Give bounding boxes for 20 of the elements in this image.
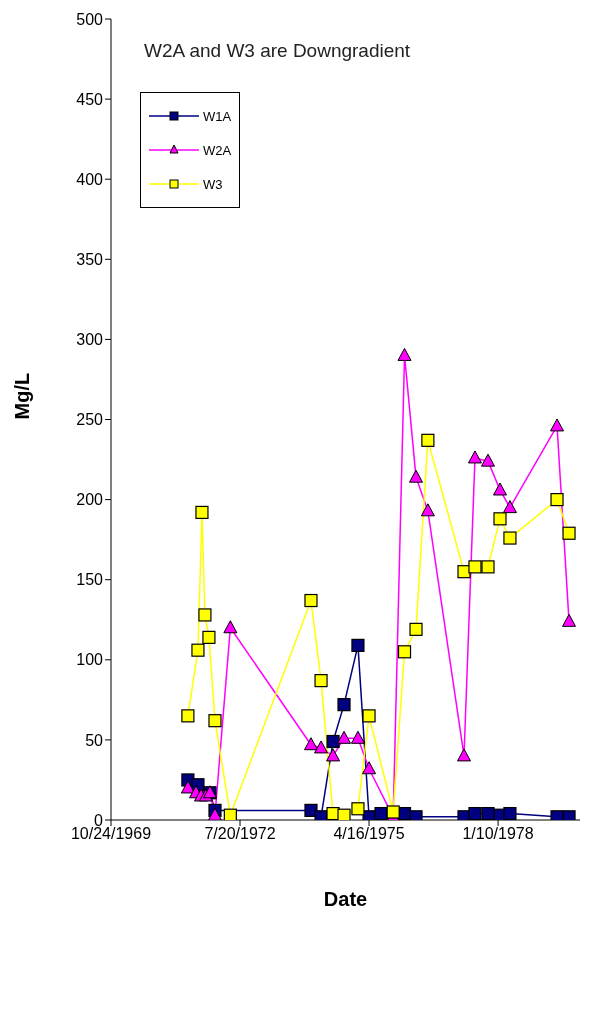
y-tick-label: 300 [76,331,104,349]
y-tick-label: 250 [76,411,104,429]
x-tick-label: 4/16/1975 [333,825,405,843]
x-axis-title: Date [323,888,368,910]
x-tick-label: 7/20/1972 [204,825,276,843]
y-tick-label: 450 [76,90,104,108]
legend-label: W1A [203,108,232,124]
y-tick-label: 50 [85,731,104,749]
y-tick-label: 350 [76,250,104,268]
legend-label: W3 [203,176,223,192]
y-tick-label: 150 [76,571,104,589]
legend-label: W2A [203,142,232,158]
x-tick-label: 1/10/1978 [462,825,534,843]
y-tick-label: 200 [76,491,104,509]
y-tick-label: 400 [76,170,104,188]
y-tick-label: 500 [76,10,104,28]
y-axis-title: Mg/L [11,372,34,420]
text: W2A and W3 are Downgradient [144,40,411,62]
x-tick-label: 10/24/1969 [70,825,152,843]
y-tick-label: 100 [76,651,104,669]
